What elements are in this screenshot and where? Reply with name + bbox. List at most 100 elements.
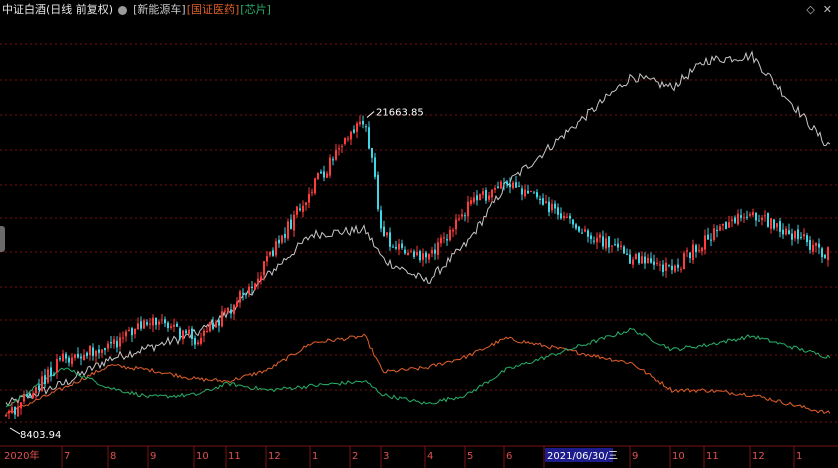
candle-body	[167, 322, 169, 329]
candle-body	[65, 353, 67, 359]
candle-body	[821, 248, 823, 257]
candle-body	[359, 121, 361, 125]
candle-body	[545, 201, 547, 204]
side-drag-handle[interactable]	[0, 226, 5, 252]
candle-body	[299, 208, 301, 211]
min-value-label: 8403.94	[20, 430, 61, 441]
candle-body	[278, 239, 280, 244]
candle-body	[281, 235, 283, 243]
candle-body	[380, 210, 382, 229]
candle-body	[788, 230, 790, 235]
candle-body	[449, 229, 451, 241]
candle-body	[146, 322, 148, 325]
candle-body	[581, 232, 583, 234]
diamond-icon[interactable]: ◇	[806, 3, 815, 16]
candle-body	[815, 243, 817, 246]
candle-body	[101, 349, 103, 353]
candle-body	[137, 323, 139, 330]
candle-body	[557, 207, 559, 215]
x-label-6: 12	[268, 451, 281, 462]
candle-body	[722, 223, 724, 226]
candle-body	[476, 195, 478, 201]
candle-body	[401, 243, 403, 248]
chip-series-line	[5, 327, 831, 408]
candle-body	[725, 222, 727, 230]
candle-body	[29, 396, 31, 398]
candle-body	[107, 343, 109, 349]
x-label-18: 1	[796, 451, 802, 462]
candle-body	[506, 181, 508, 184]
candle-body	[350, 131, 352, 140]
candle-body	[716, 230, 718, 232]
candle-body	[224, 310, 226, 312]
candle-body	[113, 339, 115, 344]
candle-body	[602, 236, 604, 247]
candle-body	[179, 328, 181, 339]
candle-body	[140, 321, 142, 329]
candle-body	[827, 247, 829, 260]
candle-body	[749, 214, 751, 216]
candle-body	[170, 326, 172, 328]
candle-body	[290, 219, 292, 230]
candle-body	[377, 174, 379, 210]
candle-body	[665, 262, 667, 272]
candle-body	[353, 129, 355, 133]
candle-body	[20, 402, 22, 409]
candle-body	[515, 182, 517, 188]
candle-body	[197, 342, 199, 345]
candle-body	[74, 354, 76, 358]
candle-body	[461, 214, 463, 217]
candle-body	[17, 406, 19, 417]
candle-body	[728, 222, 730, 228]
candle-body	[695, 245, 697, 253]
candle-body	[803, 234, 805, 237]
candle-body	[317, 172, 319, 180]
candle-body	[608, 236, 610, 248]
x-label-3: 9	[150, 451, 156, 462]
candle-body	[512, 182, 514, 189]
series-label-pharma[interactable]: [国证医药]	[186, 3, 240, 16]
x-label-11: 5	[467, 451, 473, 462]
candle-body	[563, 215, 565, 219]
candle-body	[614, 244, 616, 246]
candle-body	[347, 138, 349, 140]
candle-body	[719, 226, 721, 231]
candle-body	[173, 324, 175, 327]
candle-body	[191, 328, 193, 340]
settings-dot-icon[interactable]	[118, 5, 128, 15]
candle-body	[455, 219, 457, 230]
candle-body	[368, 127, 370, 149]
series-label-nev[interactable]: [新能源车]	[133, 3, 186, 16]
candle-body	[497, 186, 499, 189]
candle-body	[119, 337, 121, 347]
candle-body	[668, 264, 670, 266]
max-value-label: 21663.85	[376, 107, 424, 118]
x-label-15: 10	[672, 451, 685, 462]
candle-body	[503, 183, 505, 185]
candle-body	[446, 239, 448, 241]
candle-body	[110, 341, 112, 344]
candle-body	[383, 226, 385, 237]
candle-body	[437, 242, 439, 256]
candle-body	[599, 234, 601, 238]
candle-body	[464, 215, 466, 217]
series-label-chip[interactable]: [芯片]	[240, 3, 271, 16]
candle-body	[425, 252, 427, 258]
candle-body	[467, 201, 469, 217]
candle-body	[215, 322, 217, 328]
candle-body	[530, 191, 532, 193]
candle-body	[488, 195, 490, 200]
candle-body	[212, 322, 214, 329]
x-label-8: 2	[352, 451, 358, 462]
candle-body	[284, 233, 286, 238]
candle-body	[536, 192, 538, 198]
candle-body	[248, 286, 250, 294]
candle-body	[548, 201, 550, 213]
candle-body	[161, 319, 163, 321]
candle-body	[428, 253, 430, 260]
candle-body	[653, 261, 655, 265]
candle-body	[95, 350, 97, 357]
candle-body	[266, 256, 268, 262]
close-icon[interactable]: ✕	[822, 3, 832, 16]
